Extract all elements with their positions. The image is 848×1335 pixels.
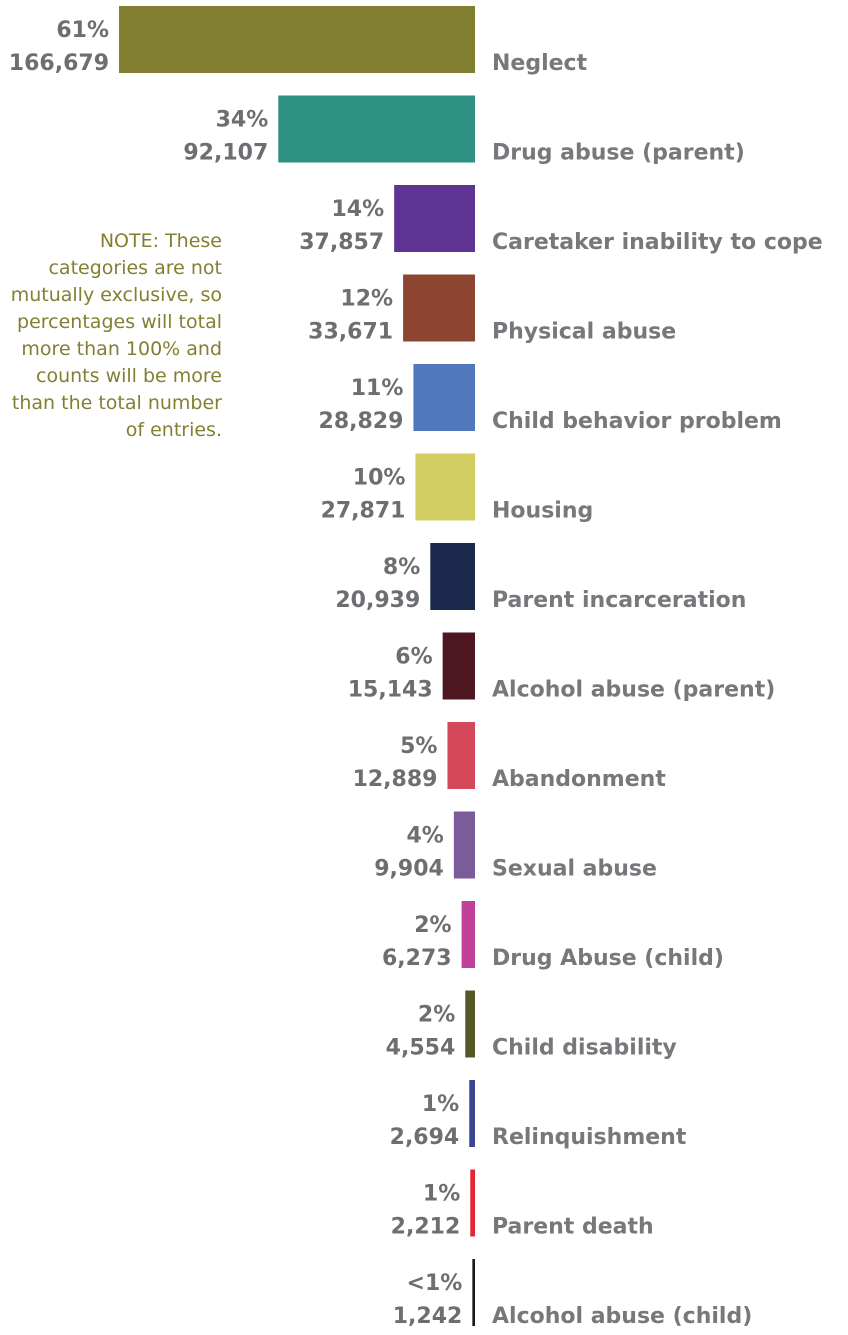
bar <box>119 6 475 73</box>
count-label: 27,871 <box>321 499 406 524</box>
bar <box>472 1259 475 1326</box>
count-label: 166,679 <box>9 51 109 76</box>
category-label: Caretaker inability to cope <box>492 230 823 255</box>
bar <box>469 1080 475 1147</box>
percent-label: 11% <box>351 376 404 401</box>
category-label: Sexual abuse <box>492 857 657 882</box>
category-label: Parent incarceration <box>492 588 746 613</box>
bar <box>413 364 475 431</box>
percent-label: 61% <box>56 18 109 43</box>
count-label: 12,889 <box>353 767 438 792</box>
category-label: Alcohol abuse (child) <box>492 1304 752 1329</box>
percent-label: 12% <box>340 287 393 312</box>
note: NOTE: These categories are not mutually … <box>10 230 222 441</box>
percent-label: 1% <box>423 1182 460 1207</box>
percent-label: 10% <box>353 466 406 491</box>
percent-label: 5% <box>400 734 437 759</box>
bar <box>453 811 475 879</box>
count-label: 15,143 <box>348 678 433 703</box>
bar <box>415 453 475 521</box>
count-label: 28,829 <box>319 409 404 434</box>
percent-label: 8% <box>383 555 420 580</box>
category-label: Housing <box>492 499 593 524</box>
percent-label: 2% <box>418 1003 455 1028</box>
bar <box>465 990 475 1058</box>
count-label: 1,242 <box>393 1304 463 1329</box>
category-label: Alcohol abuse (parent) <box>492 678 775 703</box>
category-label: Relinquishment <box>492 1125 687 1150</box>
count-label: 4,554 <box>386 1036 456 1061</box>
bar <box>394 185 475 252</box>
category-label: Child behavior problem <box>492 409 782 434</box>
count-label: 37,857 <box>299 230 384 255</box>
category-label: Parent death <box>492 1215 654 1240</box>
count-label: 6,273 <box>382 946 452 971</box>
category-label: Drug abuse (parent) <box>492 141 745 166</box>
count-label: 33,671 <box>308 320 393 345</box>
category-label: Neglect <box>492 51 588 76</box>
percent-label: 2% <box>414 913 451 938</box>
bar <box>430 543 475 610</box>
bar <box>447 722 475 789</box>
bar <box>470 1169 475 1237</box>
count-label: 9,904 <box>374 857 444 882</box>
count-label: 2,694 <box>390 1125 460 1150</box>
category-label: Drug Abuse (child) <box>492 946 724 971</box>
bar <box>403 274 475 342</box>
count-label: 20,939 <box>335 588 420 613</box>
percent-label: 6% <box>395 645 432 670</box>
percent-label: 34% <box>216 108 269 133</box>
percent-label: 4% <box>406 824 443 849</box>
percent-label: <1% <box>407 1271 463 1296</box>
bar <box>461 901 475 968</box>
category-label: Abandonment <box>492 767 666 792</box>
count-label: 2,212 <box>391 1215 461 1240</box>
percent-label: 14% <box>331 197 384 222</box>
category-label: Child disability <box>492 1036 677 1061</box>
percent-label: 1% <box>422 1092 459 1117</box>
count-label: 92,107 <box>183 141 268 166</box>
bar <box>442 632 475 700</box>
category-label: Physical abuse <box>492 320 676 345</box>
bar <box>278 95 475 163</box>
